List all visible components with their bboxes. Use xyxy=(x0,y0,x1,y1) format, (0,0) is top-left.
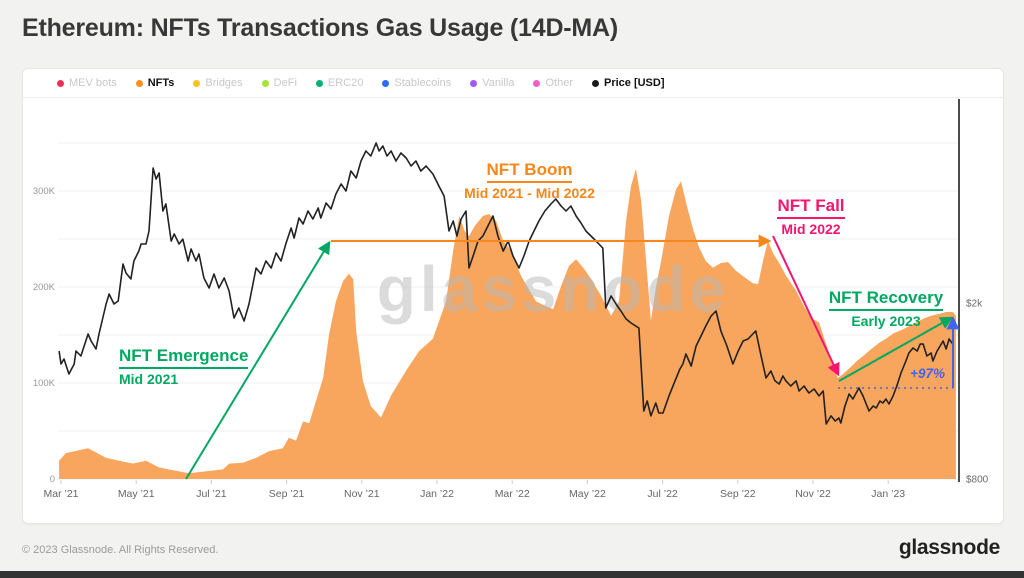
x-axis-label: May ’21 xyxy=(118,488,155,500)
x-axis-label: Sep ’21 xyxy=(269,488,305,500)
legend: MEV bots NFTs Bridges DeFi ERC20 Stablecoins V… xyxy=(23,69,1003,98)
legend-dot-icon xyxy=(382,79,390,87)
copyright-text: © 2023 Glassnode. All Rights Reserved. xyxy=(22,544,219,556)
x-axis-label: Jul ’21 xyxy=(196,488,227,500)
y-axis-label: 100K xyxy=(33,378,56,389)
legend-item-label: Price [USD] xyxy=(603,77,665,89)
y-axis-label: 300K xyxy=(33,186,56,197)
y-axis-label: 0 xyxy=(50,474,55,485)
recovery-arrow xyxy=(838,316,954,382)
x-axis-label: Nov ’22 xyxy=(795,488,831,500)
price-line xyxy=(58,142,954,425)
glassnode-watermark: glassnode xyxy=(377,253,730,325)
legend-dot-icon xyxy=(470,79,478,87)
chart-svg: 0 100K 200K 300K Mar ’21 May ’21 Jul ’21 Sep ’2… xyxy=(33,99,989,500)
legend-item-stablecoins[interactable]: Stablecoins xyxy=(382,77,451,89)
legend-item-defi[interactable]: DeFi xyxy=(261,77,297,89)
legend-dot-icon xyxy=(57,79,64,87)
x-axis-label: Mar ’22 xyxy=(495,488,530,500)
legend-item-bridges[interactable]: Bridges xyxy=(193,77,243,89)
legend-dot-icon xyxy=(193,79,201,87)
legend-dot-icon xyxy=(315,79,323,87)
x-axis-label: Nov ’21 xyxy=(344,488,380,500)
fall-arrow xyxy=(772,235,840,377)
nft-gas-area xyxy=(59,168,956,479)
legend-item-nfts[interactable]: NFTs xyxy=(135,77,175,89)
bottom-strip xyxy=(0,571,1024,578)
x-axis-label: Jul ’22 xyxy=(647,488,678,500)
x-axis-label: Sep ’22 xyxy=(720,488,756,500)
legend-item-mev-bots[interactable]: MEV bots xyxy=(57,77,117,89)
glassnode-logo: glassnode xyxy=(898,536,1000,559)
legend-item-label: Other xyxy=(545,77,573,89)
price-axis-label: $800 xyxy=(966,475,989,486)
legend-item-other[interactable]: Other xyxy=(533,77,573,89)
legend-dot-icon xyxy=(135,79,143,87)
legend-item-vanilla[interactable]: Vanilla xyxy=(470,77,514,89)
price-axis-label: $2k xyxy=(966,299,983,310)
legend-item-label: NFTs xyxy=(147,77,175,89)
legend-item-price-usd-[interactable]: Price [USD] xyxy=(591,77,665,89)
x-axis-label: Mar ’21 xyxy=(43,488,78,500)
legend-item-label: Stablecoins xyxy=(394,77,452,89)
legend-item-label: ERC20 xyxy=(327,77,364,89)
legend-item-label: Vanilla xyxy=(482,77,515,89)
y-axis-label: 200K xyxy=(33,282,56,293)
annotation-pct-change: +97% xyxy=(910,366,945,381)
emergence-arrow xyxy=(185,240,331,480)
legend-item-label: DeFi xyxy=(273,77,297,89)
chart-card: MEV bots NFTs Bridges DeFi ERC20 Stablecoins V… xyxy=(22,68,1004,524)
page-title: Ethereum: NFTs Transactions Gas Usage (1… xyxy=(22,14,619,42)
x-axis-label: Jan ’22 xyxy=(420,488,454,500)
legend-dot-icon xyxy=(533,79,541,87)
legend-dot-icon xyxy=(591,79,599,87)
x-axis-label: Jan ’23 xyxy=(871,488,905,500)
x-axis-label: May ’22 xyxy=(569,488,606,500)
legend-item-label: Bridges xyxy=(205,77,243,89)
legend-item-label: MEV bots xyxy=(69,77,117,89)
legend-item-erc20[interactable]: ERC20 xyxy=(315,77,364,89)
legend-dot-icon xyxy=(261,79,269,87)
